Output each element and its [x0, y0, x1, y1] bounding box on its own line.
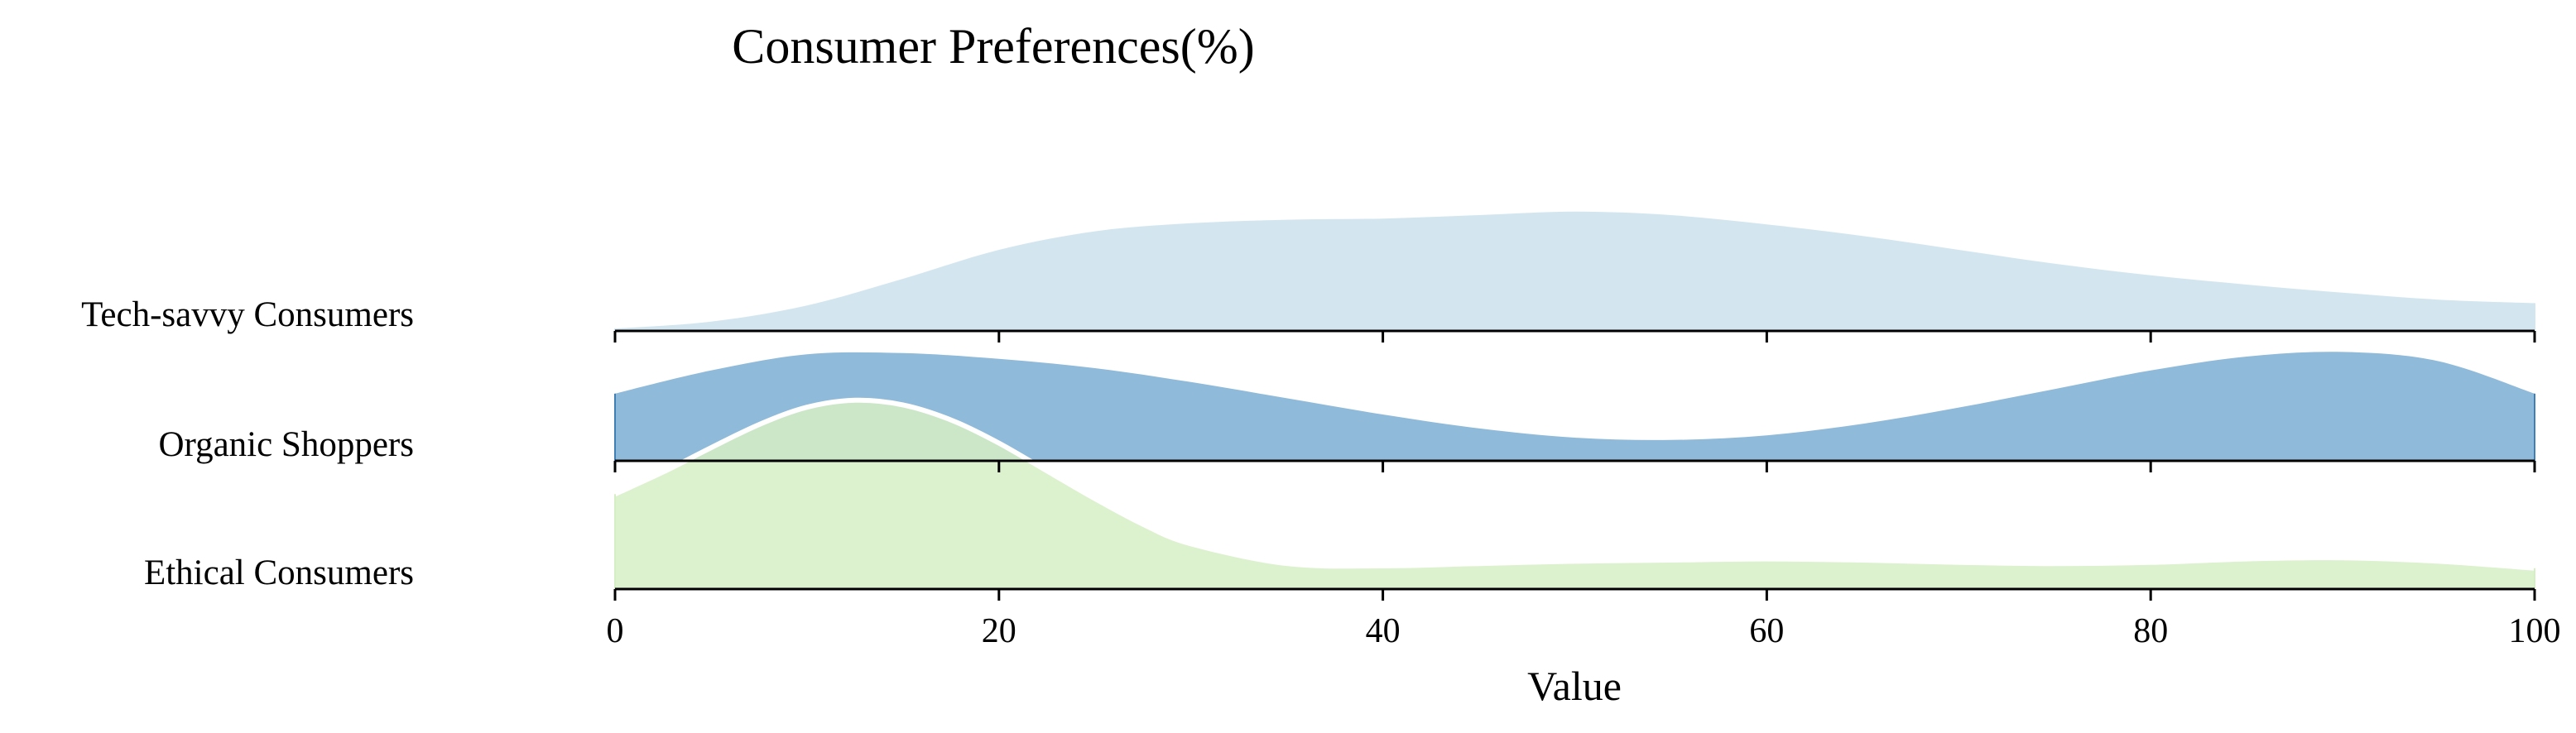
ridge-area-ethical-consumers [615, 400, 2535, 589]
ridge-tech-savvy-consumers [614, 211, 2535, 331]
ridge-ethical-consumers [613, 397, 2535, 589]
ridge-area-tech-savvy-consumers [615, 211, 2535, 331]
x-tick-label: 80 [2133, 612, 2168, 650]
ridges [613, 211, 2535, 589]
series-label-ethical-consumers: Ethical Consumers [144, 553, 414, 592]
series-label-organic-shoppers: Organic Shoppers [158, 425, 414, 464]
ridge-organic-shoppers [614, 352, 2535, 461]
series-label-tech-savvy-consumers: Tech-savvy Consumers [81, 295, 414, 334]
x-tick-label: 0 [607, 612, 624, 650]
chart-title: Consumer Preferences(%) [732, 19, 1254, 74]
x-tick-label: 40 [1366, 612, 1401, 650]
x-tick-label: 100 [2509, 612, 2561, 650]
ridge-area-organic-shoppers [615, 352, 2535, 461]
axes: Tech-savvy Consumers Organic Shoppers Ethi… [81, 295, 2560, 650]
x-tick-label: 60 [1749, 612, 1784, 650]
ridge-outline-ethical-consumers [613, 397, 2535, 571]
x-tick-label: 20 [982, 612, 1016, 650]
x-axis-label: Value [1527, 663, 1622, 709]
